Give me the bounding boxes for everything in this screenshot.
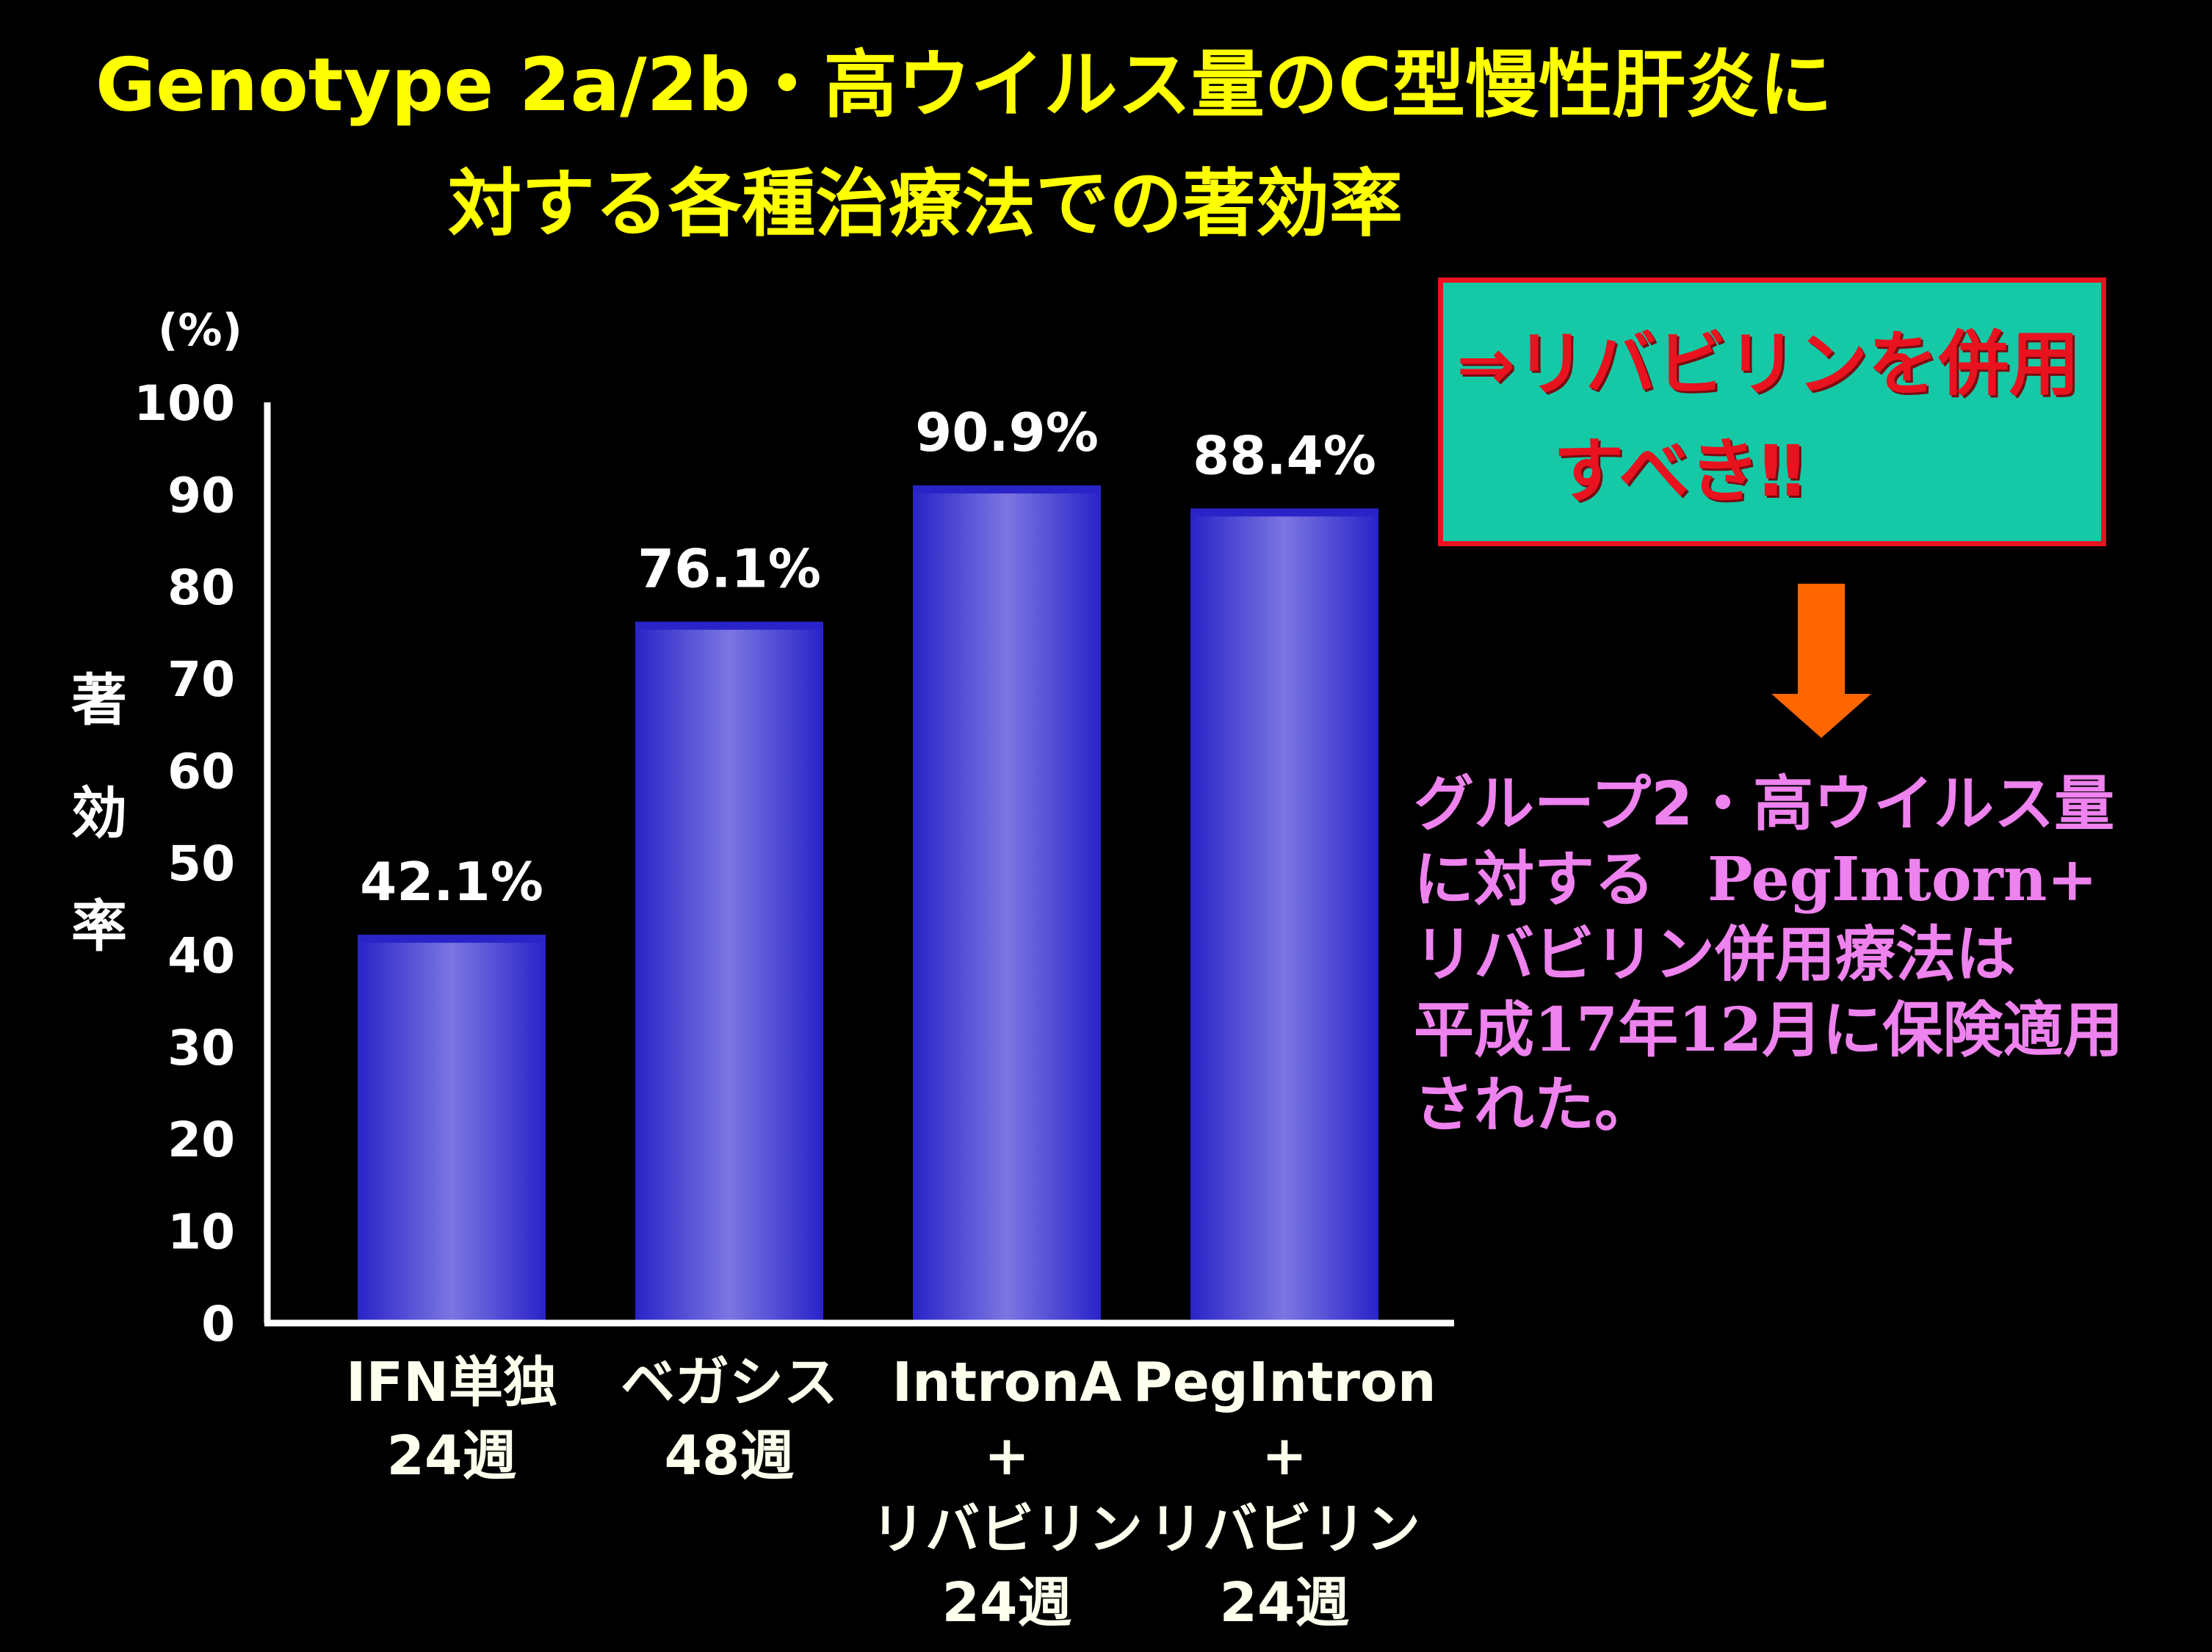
note-product-name: PegIntorn+	[1707, 844, 2098, 915]
chart-title-line-1: Genotype 2a/2b・高ウイルス量のC型慢性肝炎に	[95, 42, 1833, 128]
data-label: 88.4%	[1193, 424, 1376, 486]
x-tick-label: 24週	[942, 1571, 1072, 1634]
bar-top-edge	[1191, 509, 1378, 517]
bar	[913, 485, 1101, 1324]
y-axis-ticks: 0 10 20 30 40 50 60 70 80 90 100	[134, 375, 235, 1352]
y-tick-label: 20	[167, 1112, 235, 1168]
y-tick-label: 70	[167, 651, 235, 708]
note-line-4-part-e: 月に保険適用	[1762, 996, 2124, 1065]
chart-title-line-2: 対する各種治療法での著効率	[448, 161, 1403, 247]
bars	[358, 485, 1378, 1325]
note-line-2-prefix: に対する	[1414, 845, 1655, 915]
x-tick-label: 24週	[387, 1424, 517, 1488]
x-tick-label: +	[1262, 1424, 1307, 1488]
data-label: 42.1%	[360, 851, 543, 913]
note-line-2: に対する PegIntorn+	[1414, 842, 2207, 918]
callout-box: ⇒リバビリンを併用 すべき‼	[1438, 278, 2106, 546]
x-tick-label: 48週	[665, 1424, 795, 1488]
y-axis-label-char: 著	[71, 667, 127, 733]
data-labels: 42.1% 76.1% 90.9% 88.4%	[360, 402, 1376, 913]
note-line-4-year: 17	[1534, 995, 1619, 1065]
bar	[358, 935, 546, 1325]
x-tick-label: IntronA	[892, 1351, 1122, 1414]
note-line-4-part-a: 平成	[1414, 996, 1535, 1065]
callout-line-1: ⇒リバビリンを併用	[1456, 323, 2080, 405]
y-tick-label: 0	[201, 1296, 235, 1352]
x-tick-label: 24週	[1220, 1571, 1350, 1634]
bar	[635, 621, 823, 1324]
y-axis-label: 著効率	[71, 667, 127, 959]
note-line-4-month: 12	[1678, 995, 1763, 1065]
y-axis-label-char: 率	[71, 894, 127, 959]
callout-line-2: すべき‼	[1553, 430, 1804, 512]
note-line-4: 平成17年12月に保険適用	[1414, 993, 2207, 1068]
note-line-1: グループ2・高ウイルス量	[1414, 769, 2115, 839]
y-tick-label: 30	[167, 1020, 235, 1076]
y-tick-label: 50	[167, 836, 235, 892]
bar-top-edge	[358, 935, 545, 943]
bar-top-edge	[636, 622, 823, 630]
y-tick-label: 10	[167, 1204, 235, 1261]
down-arrow-icon	[1771, 584, 1871, 738]
x-tick-label: PegIntron	[1133, 1351, 1436, 1414]
bar-top-edge	[914, 486, 1100, 494]
y-tick-label: 100	[134, 375, 235, 432]
x-tick-label: IFN単独	[346, 1351, 557, 1414]
data-label: 90.9%	[915, 402, 1099, 463]
x-tick-label: リバビリン	[871, 1498, 1143, 1561]
y-axis-label-char: 効	[71, 780, 127, 846]
y-tick-label: 80	[167, 559, 235, 616]
note-line-3: リバビリン併用療法は	[1414, 920, 2017, 990]
note-line-5: された。	[1414, 1070, 1655, 1140]
y-tick-label: 60	[167, 744, 235, 800]
note-line-4-part-c: 年	[1618, 996, 1679, 1065]
x-axis-tick-labels: IFN単独 24週 ベガシス 48週 IntronA + リバビリン 24週 PegIntron…	[346, 1351, 1436, 1634]
x-tick-label: +	[984, 1424, 1030, 1488]
y-unit-label: (%)	[158, 305, 242, 356]
x-tick-label: リバビリン	[1149, 1498, 1420, 1561]
bar-chart: (%) 著効率 0 10 20 30 40 50 60 70 80 90 100 42.1% 76.1…	[71, 305, 1454, 1634]
note-text: グループ2・高ウイルス量 に対する PegIntorn+ リバビリン併用療法は 平…	[1414, 767, 2207, 1143]
x-tick-label: ベガシス	[621, 1351, 838, 1414]
y-tick-label: 90	[167, 467, 235, 524]
data-label: 76.1%	[637, 538, 821, 600]
y-tick-label: 40	[167, 927, 235, 984]
bar	[1190, 508, 1378, 1324]
